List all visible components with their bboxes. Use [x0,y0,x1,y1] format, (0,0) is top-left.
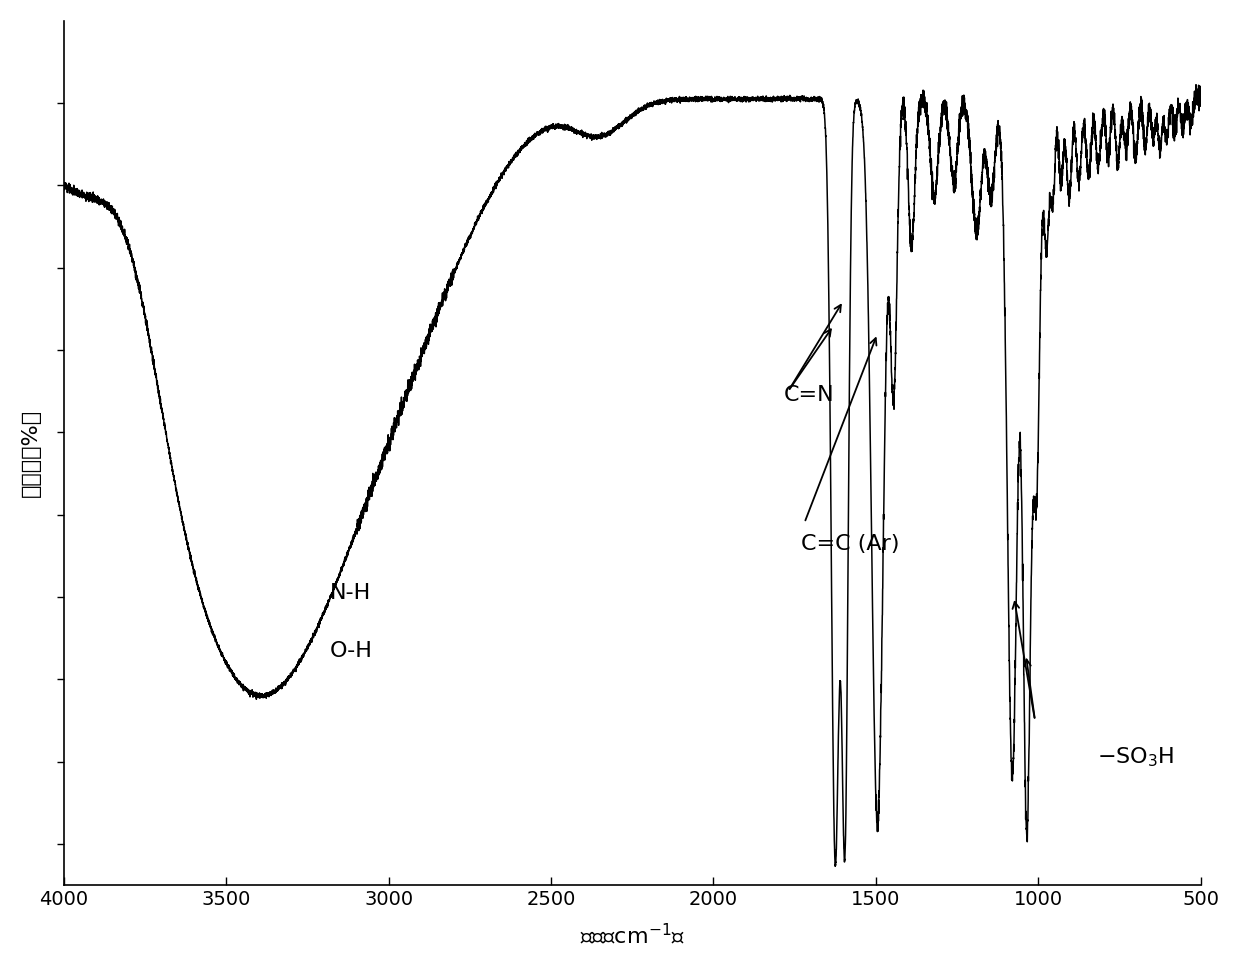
Text: $-$SO$_3$H: $-$SO$_3$H [1096,746,1174,769]
X-axis label: 波数（cm$^{-1}$）: 波数（cm$^{-1}$） [579,922,684,949]
Text: C=C (Ar): C=C (Ar) [801,534,900,553]
Y-axis label: 透过率（%）: 透过率（%） [21,409,41,497]
Text: N-H: N-H [330,583,371,603]
Text: O-H: O-H [330,641,373,661]
Text: C=N: C=N [784,386,833,405]
